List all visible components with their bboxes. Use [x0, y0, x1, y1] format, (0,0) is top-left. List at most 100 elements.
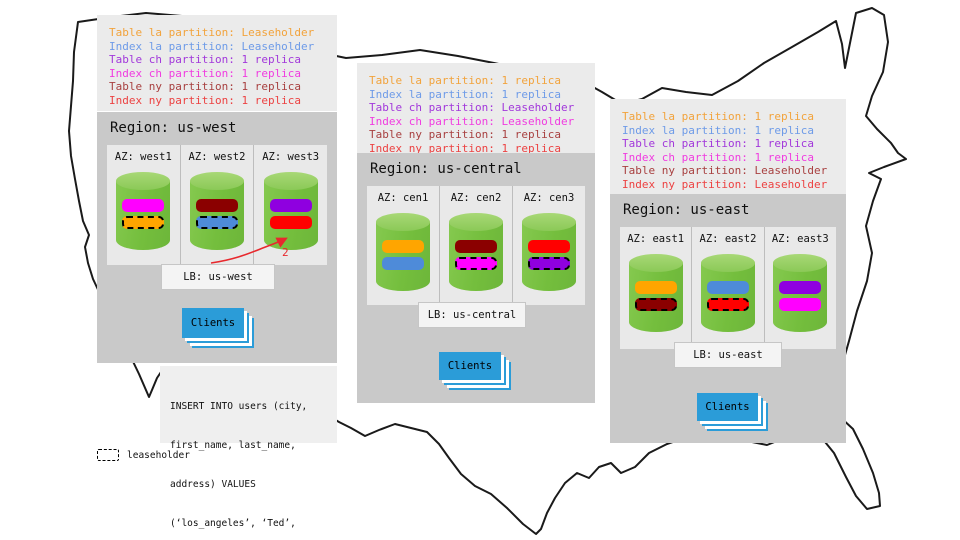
- az-label: AZ: east3: [771, 233, 829, 245]
- legend-line: Table la partition: Leaseholder: [109, 26, 315, 39]
- partition-bar: [706, 281, 749, 294]
- partition-bar: [196, 199, 238, 212]
- db-node-cylinder: [700, 254, 755, 334]
- cylinder-body: [376, 222, 430, 291]
- cylinder-body: [773, 263, 828, 332]
- db-node-cylinder: [116, 172, 171, 252]
- leaseholder-key: leaseholder: [97, 449, 190, 461]
- cylinder-top: [376, 213, 430, 231]
- cylinder-body: [628, 263, 683, 332]
- partition-legend-us-east: Table la partition: 1 replica Index la p…: [610, 99, 846, 194]
- db-node-cylinder: [628, 254, 683, 334]
- db-node-cylinder: [190, 172, 244, 252]
- partition-bars: [701, 277, 755, 311]
- db-node-cylinder: [522, 213, 576, 293]
- partition-bar: [122, 216, 165, 229]
- leaseholder-key-swatch: [97, 449, 119, 461]
- az-label: AZ: west1: [114, 151, 172, 163]
- az-label: AZ: east2: [699, 233, 757, 245]
- partition-bars: [629, 277, 683, 311]
- legend-line: Table ch partition: 1 replica: [622, 137, 815, 150]
- db-node-cylinder: [773, 254, 828, 334]
- clients-button-us-east[interactable]: Clients: [697, 393, 758, 421]
- region-title: Region: us-west: [110, 120, 237, 136]
- partition-bar: [634, 281, 677, 294]
- cylinder-top: [700, 254, 755, 272]
- sql-line: address) VALUES: [170, 479, 256, 490]
- partition-legend-us-west: Table la partition: Leaseholder Index la…: [97, 15, 337, 111]
- legend-line: Index la partition: Leaseholder: [109, 39, 315, 53]
- az-west1: AZ: west1: [107, 145, 180, 265]
- cylinder-body: [116, 181, 171, 250]
- load-balancer-us-east: LB: us-east: [674, 342, 782, 368]
- partition-bars: [522, 236, 576, 270]
- az-west3: AZ: west3: [253, 145, 327, 265]
- cylinder-top: [449, 213, 503, 231]
- legend-line: Table ny partition: 1 replica: [109, 80, 302, 93]
- az-panel-us-east: AZ: east1 AZ: east2: [620, 227, 836, 349]
- clients-button-us-central[interactable]: Clients: [439, 352, 501, 380]
- az-west2: AZ: west2: [179, 145, 254, 265]
- partition-bar: [706, 298, 749, 311]
- partition-bar: [634, 298, 677, 311]
- legend-line: Table la partition: 1 replica: [369, 74, 562, 87]
- sql-line: INSERT INTO users (city,: [170, 401, 308, 412]
- legend-line: Index ch partition: Leaseholder: [369, 114, 575, 128]
- lb-label: LB: us-central: [427, 309, 517, 321]
- region-panel-us-east: Region: us-east AZ: east1 AZ: east2: [610, 194, 846, 443]
- sql-line: first_name, last_name,: [170, 440, 296, 451]
- legend-line: Table ch partition: Leaseholder: [369, 101, 575, 114]
- cylinder-top: [116, 172, 171, 190]
- az-panel-us-west: AZ: west1 AZ: west2: [107, 145, 327, 265]
- cylinder-body: [449, 222, 503, 291]
- sql-line: (‘los_angeles’, ‘Ted’,: [170, 518, 296, 529]
- legend-line: Index ny partition: 1 replica: [109, 93, 302, 107]
- partition-bars: [376, 236, 430, 270]
- legend-line: Index la partition: 1 replica: [622, 123, 815, 137]
- region-title: Region: us-central: [370, 161, 522, 177]
- clients-button-us-west[interactable]: Clients: [182, 308, 244, 338]
- az-cen1: AZ: cen1: [367, 186, 439, 305]
- az-east1: AZ: east1: [620, 227, 691, 349]
- cylinder-top: [190, 172, 244, 190]
- legend-line: Index ny partition: 1 replica: [369, 141, 562, 155]
- partition-bars: [116, 195, 170, 229]
- partition-bars: [449, 236, 503, 270]
- partition-bar: [382, 240, 424, 253]
- az-label: AZ: cen2: [450, 192, 502, 204]
- legend-line: Index ch partition: 1 replica: [622, 150, 815, 164]
- legend-line: Table ny partition: Leaseholder: [622, 164, 828, 177]
- az-label: AZ: west3: [262, 151, 320, 163]
- partition-bars: [264, 195, 318, 229]
- az-east2: AZ: east2: [691, 227, 763, 349]
- partition-bar: [196, 216, 238, 229]
- partition-bar: [269, 199, 312, 212]
- partition-bar: [779, 281, 822, 294]
- cylinder-body: [700, 263, 755, 332]
- az-cen2: AZ: cen2: [439, 186, 512, 305]
- legend-line: Table la partition: 1 replica: [622, 110, 815, 123]
- load-balancer-us-central: LB: us-central: [418, 302, 526, 328]
- legend-line: Index ch partition: 1 replica: [109, 66, 302, 80]
- lb-label: LB: us-west: [183, 271, 253, 283]
- partition-bars: [190, 195, 244, 229]
- cylinder-top: [522, 213, 576, 231]
- db-node-cylinder: [449, 213, 503, 293]
- az-label: AZ: cen3: [523, 192, 575, 204]
- partition-bar: [269, 216, 312, 229]
- az-panel-us-central: AZ: cen1 AZ: cen2: [367, 186, 585, 305]
- az-label: AZ: cen1: [377, 192, 429, 204]
- cylinder-top: [773, 254, 828, 272]
- partition-bar: [382, 257, 424, 270]
- legend-line: Index la partition: 1 replica: [369, 87, 562, 101]
- az-label: AZ: west2: [188, 151, 246, 163]
- cylinder-top: [628, 254, 683, 272]
- az-label: AZ: east1: [627, 233, 685, 245]
- az-cen3: AZ: cen3: [512, 186, 585, 305]
- region-panel-us-west: Region: us-west AZ: west1 AZ: west2: [97, 112, 337, 363]
- leaseholder-key-label: leaseholder: [127, 449, 190, 461]
- legend-line: Table ny partition: 1 replica: [369, 128, 562, 141]
- partition-bars: [773, 277, 827, 311]
- db-node-cylinder: [263, 172, 318, 252]
